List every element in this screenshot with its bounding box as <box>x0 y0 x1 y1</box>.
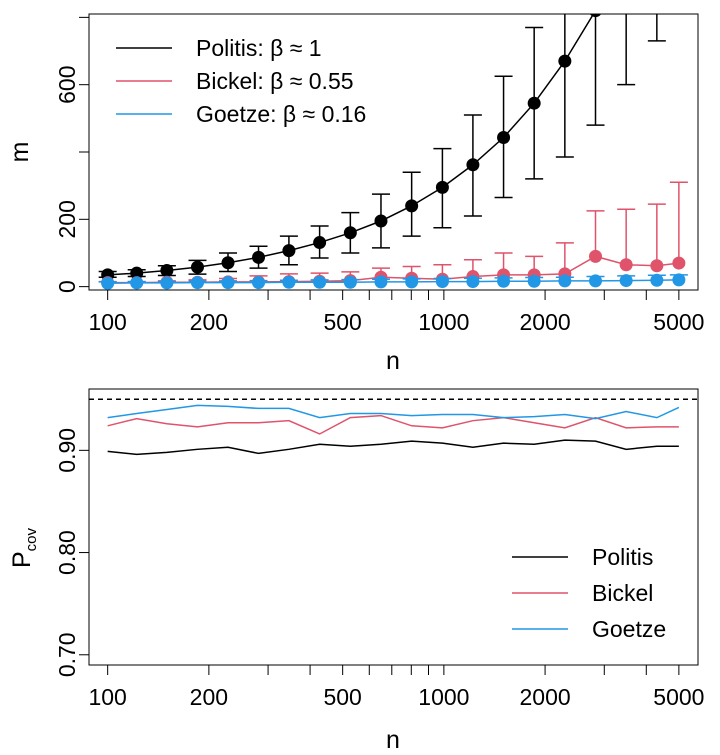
top-y-axis-label: m <box>6 142 34 163</box>
series-0-point <box>221 256 235 270</box>
series-2-point <box>343 275 357 289</box>
bot-y-tick-label: 0.90 <box>54 428 80 473</box>
series-2-point <box>252 276 266 290</box>
bottom-y-axis-label: Pcov <box>8 527 40 568</box>
pcov-vs-n-panel: 100 200 500 1000 2000 5000 0.70 0.80 0.90 n Pco… <box>8 388 704 754</box>
top-y-tick-label: 600 <box>54 65 80 103</box>
series-0-point <box>435 180 449 194</box>
series-0-point <box>527 96 541 110</box>
bot-x-tick-label: 1000 <box>418 684 469 710</box>
series-2-point <box>101 276 115 290</box>
top-x-tick-label: 5000 <box>653 309 704 335</box>
series-1-point <box>589 249 603 263</box>
series-0-point <box>130 266 144 280</box>
bot-y-tick-label: 0.70 <box>54 632 80 677</box>
bot-clipped-marks <box>89 398 698 456</box>
series-1-point <box>650 259 664 273</box>
bot-x-tick-label: 5000 <box>653 684 704 710</box>
bot-x-tick-label: 200 <box>190 684 228 710</box>
series-0-point <box>252 250 266 264</box>
bot-x-tick-label: 500 <box>323 684 361 710</box>
series-2-point <box>672 273 686 287</box>
series-1-point <box>619 258 633 272</box>
series-2-point <box>589 274 603 288</box>
top-y-tick-label: 0 <box>54 280 80 293</box>
top-x-tick-label: 200 <box>190 309 228 335</box>
series-2-point <box>221 276 235 290</box>
top-x-axis-label: n <box>386 347 400 375</box>
series-0-line <box>107 439 679 456</box>
series-0-point <box>313 236 327 250</box>
series-0-point <box>466 158 480 172</box>
bottom-y-axis-label-main: P <box>8 551 36 568</box>
series-2-point <box>405 275 419 289</box>
m-vs-n-panel: 100 200 500 1000 2000 5000 0 200 600 n m Politi… <box>6 13 704 375</box>
series-2-point <box>650 273 664 287</box>
bot-x-tick-label: 100 <box>88 684 126 710</box>
top-legend: Politis: β ≈ 1 Bickel: β ≈ 0.55 Goetze: β … <box>116 35 366 127</box>
series-0-point <box>160 263 174 277</box>
series-2-point <box>130 276 144 290</box>
bot-y-tick-label: 0.80 <box>54 530 80 575</box>
top-x-tick-label: 100 <box>88 309 126 335</box>
bottom-legend-label: Goetze <box>592 616 666 642</box>
series-0-point <box>589 14 602 18</box>
series-2-point <box>374 275 388 289</box>
series-2-point <box>497 274 511 288</box>
series-0-point <box>558 54 572 68</box>
bottom-legend-label: Politis <box>592 544 653 570</box>
series-2-point <box>466 275 480 289</box>
series-1-point <box>672 256 686 270</box>
bot-x-tick-label: 2000 <box>519 684 570 710</box>
series-0-point <box>282 244 296 258</box>
top-legend-label: Politis: β ≈ 1 <box>196 35 322 61</box>
series-0-point <box>374 214 388 228</box>
top-x-tick-label: 1000 <box>418 309 469 335</box>
series-2-point <box>558 274 572 288</box>
top-x-tick-label: 500 <box>323 309 361 335</box>
top-plot-content <box>98 14 688 290</box>
top-y-axis: 0 200 600 <box>54 16 89 293</box>
top-clipped-marks <box>98 14 688 290</box>
series-2-point <box>527 274 541 288</box>
top-x-tick-label: 2000 <box>519 309 570 335</box>
bottom-legend: Politis Bickel Goetze <box>512 544 666 642</box>
series-0-point <box>497 131 511 145</box>
series-0-point <box>190 260 204 274</box>
plot-frame-bottom <box>88 388 699 666</box>
series-2-point <box>190 276 204 290</box>
series-2-point <box>160 276 174 290</box>
bottom-x-axis: 100 200 500 1000 2000 5000 <box>88 665 704 710</box>
series-1-line <box>107 414 679 435</box>
plot-frame-top <box>88 13 699 291</box>
series-0-point <box>343 226 357 240</box>
series-2-point <box>619 274 633 288</box>
bottom-x-axis-label: n <box>386 726 400 754</box>
series-0-point <box>405 199 419 213</box>
bottom-plot-content <box>89 398 698 456</box>
series-2-line <box>107 404 680 420</box>
series-2-point <box>313 275 327 289</box>
bottom-y-axis-label-group: Pcov <box>8 527 40 568</box>
series-2-point <box>435 275 449 289</box>
top-legend-label: Bickel: β ≈ 0.55 <box>196 68 354 94</box>
top-x-axis: 100 200 500 1000 2000 5000 <box>88 290 704 335</box>
top-legend-label: Goetze: β ≈ 0.16 <box>196 101 366 127</box>
top-y-tick-label: 200 <box>54 200 80 238</box>
series-2-point <box>282 275 296 289</box>
bottom-y-axis: 0.70 0.80 0.90 <box>54 428 89 677</box>
bottom-y-axis-label-sub: cov <box>23 527 40 551</box>
bottom-legend-label: Bickel <box>592 580 653 606</box>
